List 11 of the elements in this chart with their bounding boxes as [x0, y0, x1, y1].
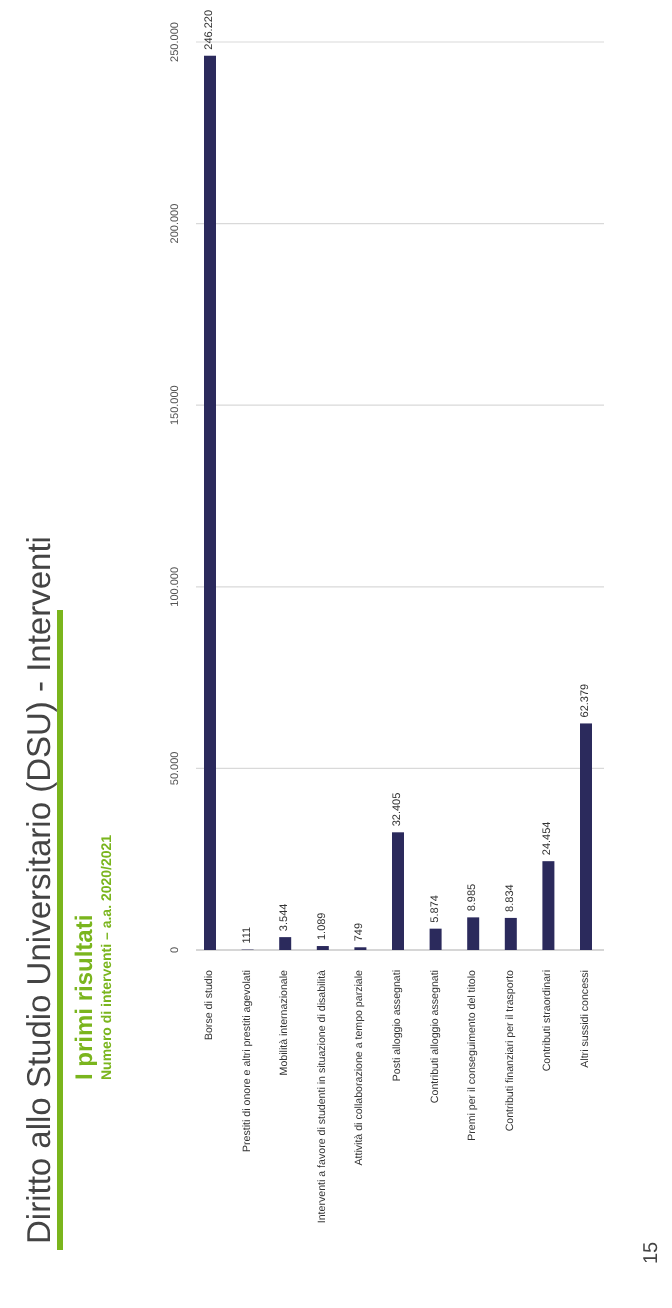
bar	[429, 928, 442, 950]
bar	[392, 832, 404, 950]
bar	[279, 937, 292, 950]
bar	[467, 917, 480, 950]
bar	[504, 917, 517, 950]
text: Diritto allo Studio Universitario (DSU) - Interventi	[22, 536, 58, 1244]
text: 15	[641, 1240, 663, 1264]
bar	[542, 861, 555, 950]
bar	[580, 723, 592, 950]
bar	[204, 55, 216, 950]
text: I primi risultati	[70, 914, 98, 1080]
